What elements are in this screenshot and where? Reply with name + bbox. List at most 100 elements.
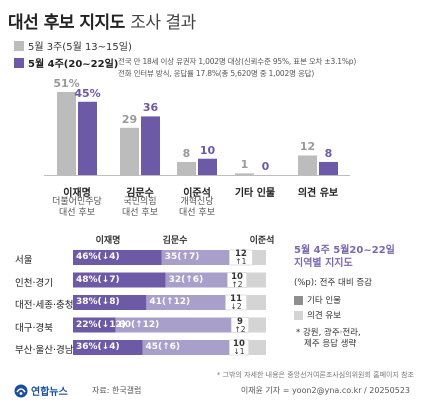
region-label-3-0: 22%(↓12) [76, 319, 126, 330]
region-lee-js-change-3: ↑2 [234, 324, 246, 334]
bar-prev-label-4: 12 [299, 140, 316, 154]
region-name-3: 대구·경북 [15, 322, 53, 334]
legend-curr: 5월 4주(20~22일) [14, 55, 118, 70]
footer-logo: 연합뉴스 [14, 383, 68, 398]
side-legend-reserve-swatch [294, 310, 303, 320]
region-name-2: 대전·세종·충청 [15, 300, 74, 311]
title-light: 조사 결과 [130, 13, 196, 33]
candidate-name-3: 기타 인물 [234, 188, 276, 199]
side-title-line2: 지역별 지지도 [294, 258, 353, 269]
region-seg-4-1 [142, 340, 230, 355]
region-label-4-1: 45(↑6) [145, 342, 181, 352]
bar-curr-label-3: 0 [261, 160, 270, 173]
yonhap-logo-icon [14, 384, 28, 397]
bar-curr-label-1: 36 [142, 101, 159, 115]
region-label-2-0: 38%(↓8) [76, 297, 120, 307]
survey-note-2: 전화 인터뷰 방식, 응답률 17.8%(총 5,620명 중 1,002명 응… [118, 69, 315, 78]
region-lee-js-value-2: 11 [230, 294, 242, 304]
region-label-1-0: 48%(↓7) [76, 274, 120, 285]
legend-prev-label: 5월 3주(5월 13~15일) [28, 42, 132, 53]
region-label-2-1: 41(↑12) [149, 297, 191, 307]
bar-curr-label-2: 10 [199, 143, 216, 157]
candidate-name-2: 이준석 [183, 188, 211, 199]
region-seg-0-1 [161, 250, 230, 265]
bar-prev-label-2: 8 [182, 146, 191, 160]
region-seg-0-4 [252, 250, 266, 265]
region-seg-2-4 [246, 295, 266, 310]
title-bold: 대선 후보 지지도 [8, 13, 125, 33]
region-label-0-1: 35(↑7) [164, 252, 200, 262]
bar-curr-4 [319, 161, 338, 175]
region-seg-4-4 [248, 340, 266, 355]
region-seg-1-1 [165, 272, 228, 288]
side-note-line1: * 강원, 광주·전라, [296, 328, 361, 338]
side-title-line1: 5월 4주 5월20~22일 [294, 245, 395, 256]
side-legend-other: 기타 인물 [294, 294, 341, 306]
bar-curr-0 [78, 101, 97, 175]
region-seg-3-1 [115, 317, 232, 333]
bar-curr-label-4: 8 [324, 146, 333, 160]
footer-source-note: * 그밖의 자세한 내용은 중앙선거여론조사심의위원회 홈페이지 참조 [216, 371, 414, 379]
bar-prev-4 [298, 155, 317, 175]
footer-logo-text: 연합뉴스 [31, 387, 68, 398]
region-lee-js-change-1: ↑2 [231, 279, 243, 289]
region-lee-js-change-0: ↑1 [235, 257, 247, 266]
region-label-0-0: 46%(↓4) [76, 252, 120, 262]
side-title: 5월 4주 5월20~22일 지역별 지지도 [294, 244, 395, 270]
region-seg-1-4 [246, 272, 266, 288]
region-lee-js-value-3: 9 [236, 316, 243, 327]
side-note: * 강원, 광주·전라, 제주 응답 생략 [296, 328, 361, 350]
bar-curr-1 [141, 116, 160, 175]
bar-prev-3 [235, 173, 254, 175]
bar-curr-label-0: 45% [74, 86, 101, 100]
bar-prev-label-1: 29 [121, 112, 138, 126]
bar-prev-1 [120, 127, 139, 175]
candidate-name-1: 김문수 [126, 188, 154, 199]
region-lee-js-value-1: 10 [231, 271, 243, 282]
region-seg-2-0 [73, 295, 147, 310]
region-label-1-1: 32(↑6) [168, 274, 204, 285]
survey-note-1: 전국 만 18세 이상 유권자 1,002명 대상(신뢰수준 95%, 표본 오… [118, 57, 357, 66]
footer-source: 자료: 한국갤럽 [92, 386, 142, 395]
region-label-3-1: 60(↑12) [118, 319, 160, 330]
region-seg-1-0 [73, 272, 166, 288]
bar-prev-0 [57, 92, 76, 175]
region-lee-js-value-4: 10 [233, 339, 245, 349]
candidate-sub-0-1: 대선 후보 [59, 208, 95, 218]
region-name-4: 부산·울산·경남 [15, 345, 74, 356]
region-seg-4-0 [73, 340, 143, 355]
legend-prev: 5월 3주(5월 13~15일) [14, 38, 132, 53]
region-lee-js-value-0: 12 [234, 249, 247, 259]
legend-prev-swatch [14, 40, 24, 51]
candidate-name-4: 의견 유보 [297, 188, 339, 199]
candidate-sub-0-0: 더불어민주당 [52, 197, 102, 207]
candidate-sub-2-1: 대선 후보 [179, 208, 215, 218]
region-header-2: 이준석 [249, 236, 275, 246]
candidate-name-0: 이재명 [63, 188, 91, 199]
region-seg-3-2 [230, 317, 249, 333]
region-name-0: 서울 [15, 255, 33, 266]
bar-prev-label-0: 51% [53, 77, 80, 90]
candidate-sub-2-0: 개혁신당 [180, 197, 214, 207]
footer-credit: 이재윤 기자 = yoon2@yna.co.kr / 20250523 [240, 386, 410, 395]
region-seg-3-0 [73, 317, 116, 333]
candidate-bar-chart [44, 92, 350, 176]
bar-prev-label-3: 1 [240, 158, 249, 172]
candidate-sub-1-1: 대선 후보 [122, 208, 158, 218]
side-legend-reserve: 의견 유보 [294, 309, 341, 321]
region-name-1: 인천·경기 [15, 277, 53, 289]
region-seg-3-4 [248, 317, 266, 333]
region-lee-js-change-4: ↓1 [233, 347, 245, 356]
side-unit: (%p): 전주 대비 증감 [294, 278, 372, 288]
side-legend-other-swatch [294, 295, 303, 305]
region-seg-0-0 [73, 250, 162, 265]
region-header-1: 김문수 [162, 236, 188, 246]
page-title: 대선 후보 지지도 조사 결과 [8, 8, 196, 33]
region-header-0: 이재명 [95, 236, 121, 246]
region-label-4-0: 36%(↓4) [76, 342, 120, 352]
bar-curr-2 [198, 158, 217, 175]
region-seg-2-1 [146, 295, 226, 310]
legend-curr-swatch [14, 57, 24, 68]
side-legend-other-label: 기타 인물 [307, 296, 341, 306]
